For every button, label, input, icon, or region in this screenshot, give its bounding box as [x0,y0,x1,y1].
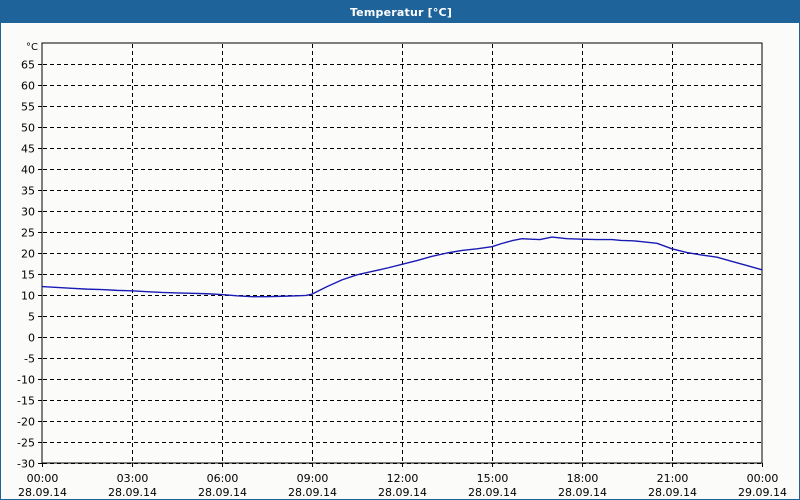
x-tick-label-time: 06:00 [207,472,239,485]
y-axis-tick-labels: 65605550454035302520151050-5-10-15-20-25… [17,59,35,471]
x-tick-label-date: 28.09.14 [378,486,427,499]
y-tick-label: 65 [21,59,35,72]
x-tick-label-date: 28.09.14 [18,486,67,499]
y-tick-label: 45 [21,143,35,156]
y-tick-label: -15 [17,395,35,408]
page-title: Temperatur [°C] [349,5,453,19]
y-tick-label: 25 [21,227,35,240]
x-axis-tick-labels: 00:0028.09.1403:0028.09.1406:0028.09.140… [18,472,787,499]
y-tick-label: 35 [21,185,35,198]
temperature-series-line [41,236,763,298]
y-tick-label: 40 [21,164,35,177]
x-tick-label-date: 28.09.14 [558,486,607,499]
y-tick-label: -20 [17,416,35,429]
x-tick-label-date: 28.09.14 [468,486,517,499]
y-tick-label: 60 [21,80,35,93]
y-tick-label: -30 [17,458,35,471]
x-tick-label-time: 00:00 [747,472,779,485]
y-axis-unit-label: °C [26,42,38,53]
y-tick-label: 20 [21,248,35,261]
x-tick-label-time: 15:00 [477,472,509,485]
horizontal-gridlines [43,64,761,464]
x-tick-label-time: 18:00 [567,472,599,485]
x-tick-label-time: 03:00 [117,472,149,485]
y-tick-label: -5 [24,353,35,366]
y-tick-label: 55 [21,101,35,114]
x-tick-label-time: 00:00 [27,472,59,485]
x-tick-label-date: 28.09.14 [288,486,337,499]
y-tick-label: 30 [21,206,35,219]
temperature-line-chart: 65605550454035302520151050-5-10-15-20-25… [17,42,787,499]
y-tick-label: -25 [17,437,35,450]
y-tick-label: 0 [28,332,35,345]
y-tick-label: -10 [17,374,35,387]
x-tick-label-time: 12:00 [387,472,419,485]
x-tick-label-time: 09:00 [297,472,329,485]
x-tick-label-date: 28.09.14 [648,486,697,499]
chart-canvas: 65 60 55 50 45 40 35 30 25 20 15 10 5 0 -5 -10 -15 -20 -25… [1,23,799,499]
x-axis-tick-marks [42,463,763,467]
x-tick-label-date: 28.09.14 [198,486,247,499]
y-tick-label: 5 [28,311,35,324]
y-tick-label: 10 [21,290,35,303]
window-title-bar: Temperatur [°C] [1,1,799,23]
x-tick-label-date: 28.09.14 [108,486,157,499]
y-tick-label: 50 [21,122,35,135]
y-tick-label: 15 [21,269,35,282]
x-tick-label-date: 29.09.14 [738,486,787,499]
x-tick-label-time: 21:00 [657,472,689,485]
y-axis-tick-marks [38,64,42,464]
